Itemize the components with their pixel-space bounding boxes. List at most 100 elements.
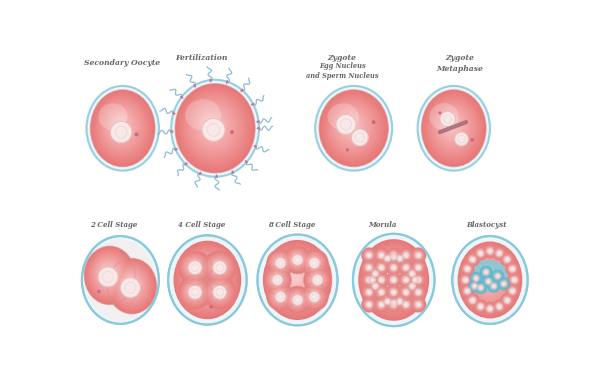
Ellipse shape xyxy=(491,284,495,288)
Text: Egg Nucleus
and Sperm Nucleus: Egg Nucleus and Sperm Nucleus xyxy=(306,62,378,80)
Ellipse shape xyxy=(401,275,410,284)
Ellipse shape xyxy=(461,262,474,276)
Ellipse shape xyxy=(364,300,373,309)
Ellipse shape xyxy=(362,297,376,312)
Ellipse shape xyxy=(309,258,318,266)
Ellipse shape xyxy=(399,285,413,299)
Ellipse shape xyxy=(108,260,155,312)
Ellipse shape xyxy=(389,275,398,285)
Ellipse shape xyxy=(394,253,405,264)
Ellipse shape xyxy=(387,250,401,264)
Ellipse shape xyxy=(306,255,321,270)
Ellipse shape xyxy=(468,296,477,304)
Ellipse shape xyxy=(389,263,398,272)
Ellipse shape xyxy=(485,271,487,273)
Ellipse shape xyxy=(273,289,287,303)
Ellipse shape xyxy=(375,286,387,298)
Ellipse shape xyxy=(412,273,425,287)
Ellipse shape xyxy=(214,262,223,271)
Ellipse shape xyxy=(379,253,382,257)
Ellipse shape xyxy=(373,284,376,287)
Ellipse shape xyxy=(288,269,302,285)
Ellipse shape xyxy=(484,277,492,285)
Ellipse shape xyxy=(370,278,373,280)
Ellipse shape xyxy=(269,285,292,308)
Ellipse shape xyxy=(386,272,401,288)
Ellipse shape xyxy=(438,109,467,144)
Ellipse shape xyxy=(468,260,509,292)
Ellipse shape xyxy=(474,247,487,259)
Ellipse shape xyxy=(388,297,399,309)
Ellipse shape xyxy=(415,252,421,258)
Ellipse shape xyxy=(380,294,395,309)
Ellipse shape xyxy=(374,285,389,300)
Ellipse shape xyxy=(375,298,387,311)
Ellipse shape xyxy=(461,275,470,284)
Ellipse shape xyxy=(417,303,419,305)
Ellipse shape xyxy=(375,273,388,287)
Ellipse shape xyxy=(367,291,370,293)
Ellipse shape xyxy=(461,276,469,284)
Ellipse shape xyxy=(415,277,420,282)
Ellipse shape xyxy=(502,254,512,265)
Ellipse shape xyxy=(402,264,409,271)
Ellipse shape xyxy=(406,280,418,292)
Ellipse shape xyxy=(412,262,424,273)
Circle shape xyxy=(188,285,202,299)
Ellipse shape xyxy=(183,255,206,279)
Ellipse shape xyxy=(322,93,384,162)
Ellipse shape xyxy=(375,273,388,287)
Ellipse shape xyxy=(485,277,492,285)
Ellipse shape xyxy=(368,250,417,308)
Ellipse shape xyxy=(375,262,387,273)
Ellipse shape xyxy=(191,264,196,269)
Ellipse shape xyxy=(478,285,483,290)
Text: 8 Cell Stage: 8 Cell Stage xyxy=(268,221,316,229)
Ellipse shape xyxy=(387,273,401,287)
Ellipse shape xyxy=(366,265,371,270)
Ellipse shape xyxy=(272,274,282,284)
Ellipse shape xyxy=(274,276,279,282)
Ellipse shape xyxy=(477,303,483,309)
Ellipse shape xyxy=(256,127,261,129)
Ellipse shape xyxy=(309,272,324,287)
Ellipse shape xyxy=(390,300,396,305)
Ellipse shape xyxy=(416,253,419,256)
Ellipse shape xyxy=(377,288,385,296)
Ellipse shape xyxy=(392,253,395,256)
Ellipse shape xyxy=(401,251,410,259)
Ellipse shape xyxy=(475,248,486,259)
Text: Secondary Oocyte: Secondary Oocyte xyxy=(84,59,160,67)
Ellipse shape xyxy=(412,262,424,273)
Ellipse shape xyxy=(265,267,290,292)
Ellipse shape xyxy=(416,253,420,257)
Ellipse shape xyxy=(327,103,359,130)
Ellipse shape xyxy=(492,284,494,287)
Ellipse shape xyxy=(376,275,386,284)
Text: Zygote
Metaphase: Zygote Metaphase xyxy=(436,55,483,73)
Ellipse shape xyxy=(362,286,376,299)
Ellipse shape xyxy=(379,253,383,257)
Ellipse shape xyxy=(463,277,467,282)
Ellipse shape xyxy=(371,270,379,277)
Ellipse shape xyxy=(375,287,387,298)
Ellipse shape xyxy=(362,285,377,300)
Ellipse shape xyxy=(404,253,407,256)
Ellipse shape xyxy=(382,252,393,264)
Ellipse shape xyxy=(187,257,225,300)
Ellipse shape xyxy=(208,256,230,278)
Circle shape xyxy=(346,148,349,152)
Ellipse shape xyxy=(100,265,116,282)
Ellipse shape xyxy=(413,278,416,281)
Ellipse shape xyxy=(502,295,512,305)
Ellipse shape xyxy=(395,254,404,262)
Ellipse shape xyxy=(495,302,503,311)
Circle shape xyxy=(202,118,225,141)
Ellipse shape xyxy=(183,280,206,304)
Ellipse shape xyxy=(193,84,196,88)
Ellipse shape xyxy=(308,257,319,268)
Ellipse shape xyxy=(185,99,221,130)
Ellipse shape xyxy=(307,256,320,268)
Ellipse shape xyxy=(508,265,517,273)
Ellipse shape xyxy=(366,253,371,257)
